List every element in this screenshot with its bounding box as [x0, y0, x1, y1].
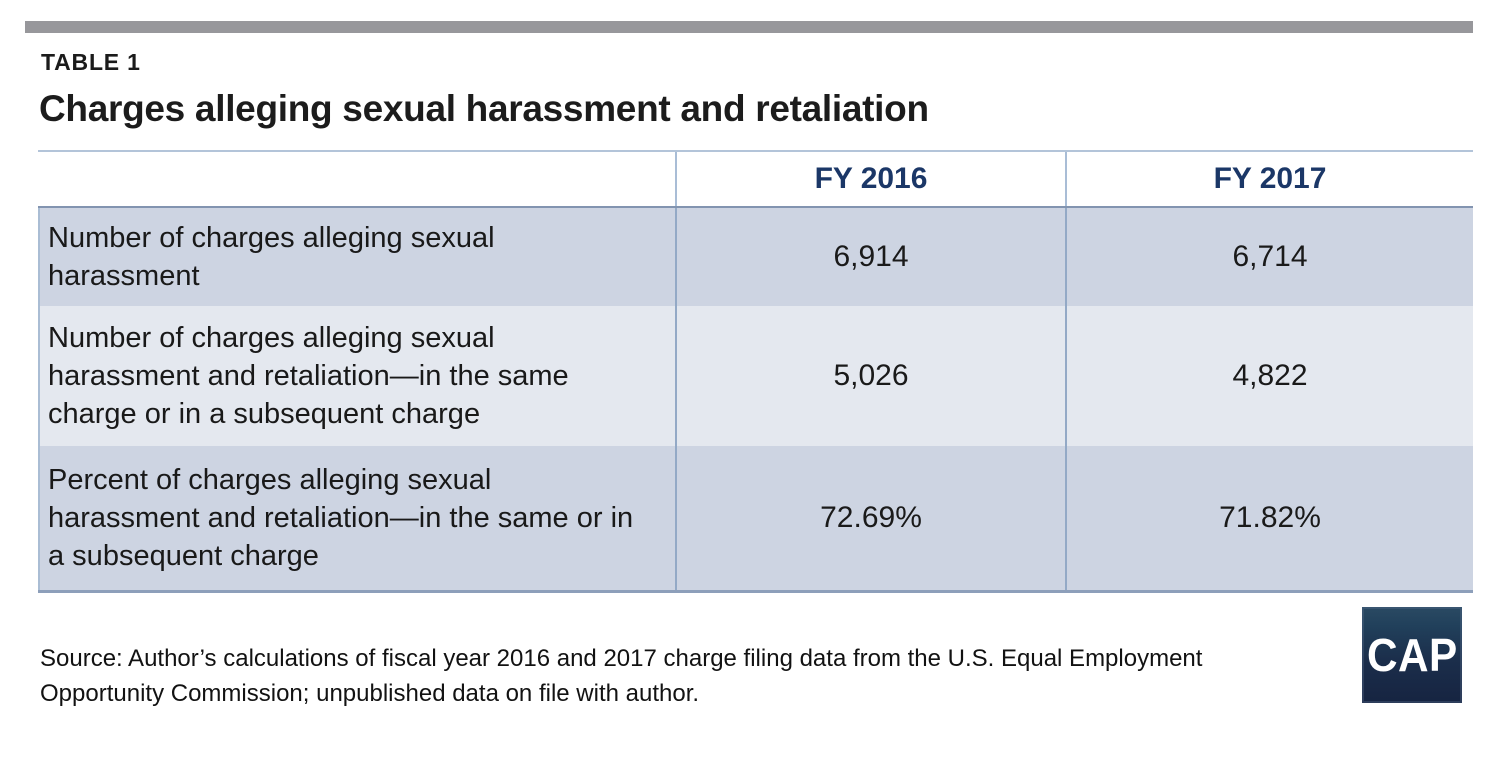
row-label: Number of charges alleging sexual harass… — [38, 208, 675, 306]
cell-value-fy2016: 6,914 — [675, 208, 1065, 306]
cap-logo: CAP — [1362, 607, 1462, 703]
source-line: Source: Author’s calculations of fiscal … — [40, 645, 1203, 672]
cell-value-fy2017: 6,714 — [1065, 208, 1473, 306]
header-empty-cell — [38, 152, 675, 206]
table-row: Percent of charges alleging sexual haras… — [38, 446, 1473, 590]
cell-value-fy2016: 5,026 — [675, 306, 1065, 446]
cap-logo-text: CAP — [1366, 629, 1458, 681]
row-label: Number of charges alleging sexual harass… — [38, 306, 675, 446]
cell-value-fy2017: 71.82% — [1065, 446, 1473, 590]
table-row: Number of charges alleging sexual harass… — [38, 208, 1473, 306]
table-row: Number of charges alleging sexual harass… — [38, 306, 1473, 446]
table-kicker: TABLE 1 — [41, 49, 141, 75]
row-label: Percent of charges alleging sexual haras… — [38, 446, 675, 590]
cell-value-fy2016: 72.69% — [675, 446, 1065, 590]
top-divider-bar — [25, 21, 1473, 33]
source-line: Opportunity Commission; unpublished data… — [40, 679, 700, 707]
table-title: Charges alleging sexual harassment and r… — [39, 88, 929, 129]
cell-value-fy2017: 4,822 — [1065, 306, 1473, 446]
data-table: FY 2016 FY 2017 Number of charges allegi… — [38, 150, 1473, 593]
column-header-fy2017: FY 2017 — [1065, 152, 1473, 206]
source-note: Source: Author’s calculations of fiscal … — [40, 642, 1202, 712]
column-header-fy2016: FY 2016 — [675, 152, 1065, 206]
table-header-row: FY 2016 FY 2017 — [38, 152, 1473, 208]
